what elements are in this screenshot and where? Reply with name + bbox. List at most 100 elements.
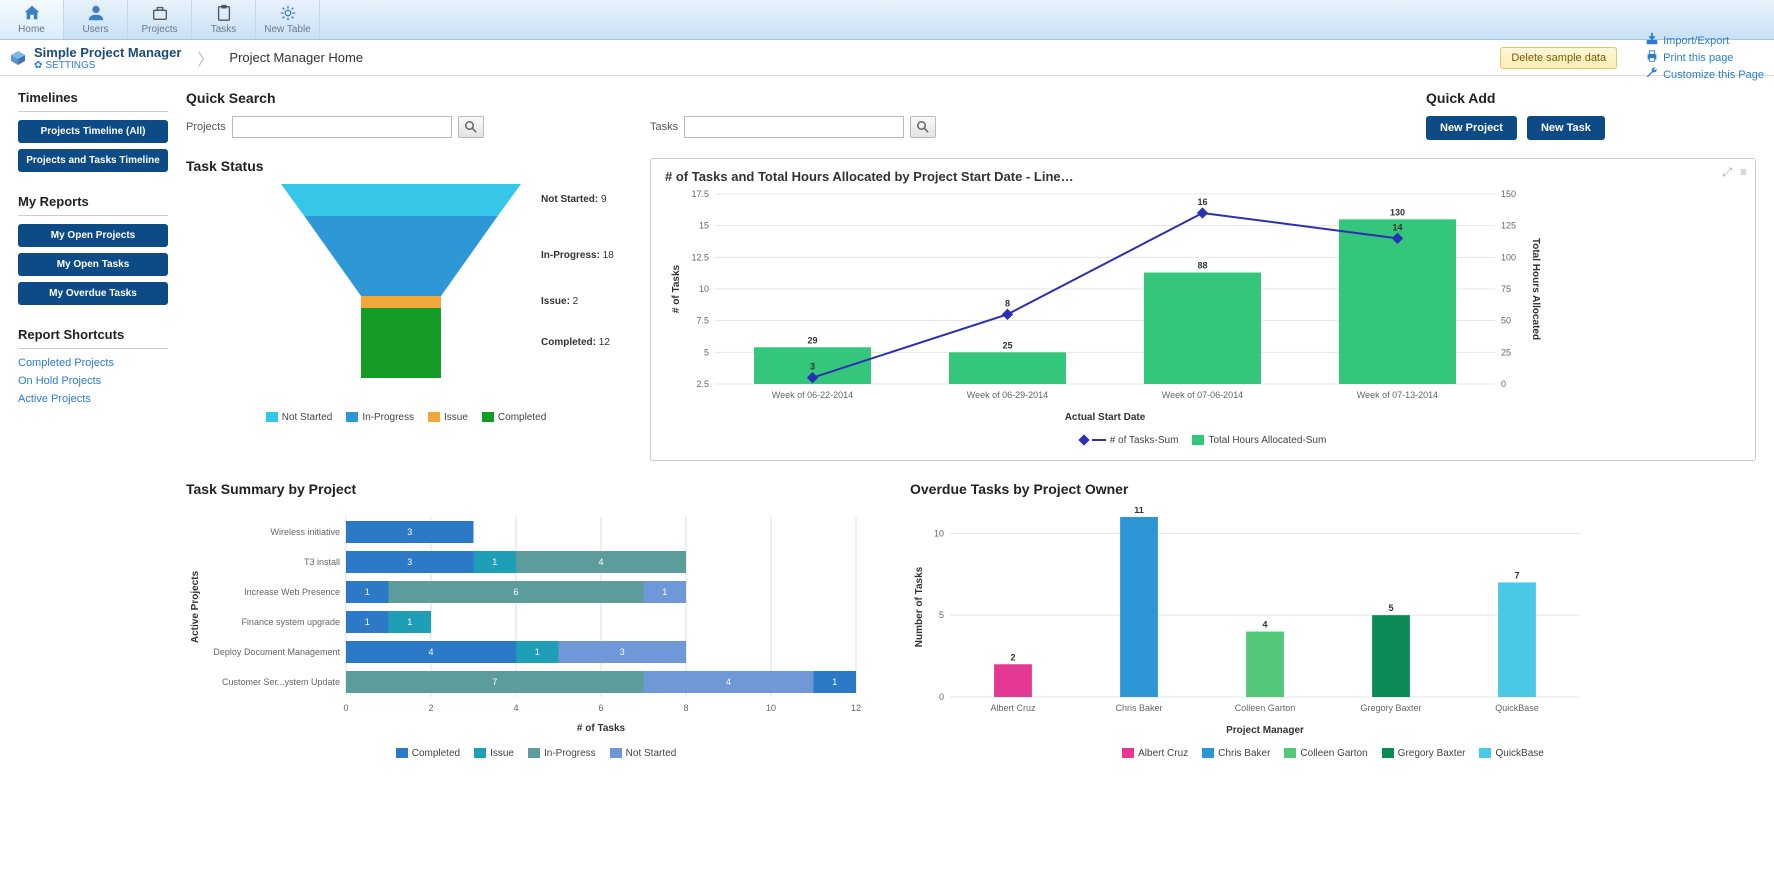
sidebar-my-overdue-tasks[interactable]: My Overdue Tasks — [18, 282, 168, 305]
funnel-legend: Not StartedIn-ProgressIssueCompleted — [186, 412, 626, 423]
tasks-search-button[interactable] — [910, 116, 936, 138]
svg-text:QuickBase: QuickBase — [1495, 703, 1539, 713]
page-title: Project Manager Home — [229, 50, 363, 65]
svg-text:3: 3 — [407, 527, 412, 537]
funnel-label: Issue: 2 — [541, 296, 578, 307]
breadcrumb-bar: Simple Project Manager ✿SETTINGS 〉 Proje… — [0, 40, 1774, 76]
overdue-chart-svg: 05102Albert Cruz11Chris Baker4Colleen Ga… — [910, 507, 1590, 737]
clipboard-icon — [215, 4, 233, 22]
funnel-label: In-Progress: 18 — [541, 250, 614, 261]
toolbar-tasks[interactable]: Tasks — [192, 0, 256, 39]
combo-legend: # of Tasks-SumTotal Hours Allocated-Sum — [665, 435, 1741, 446]
import-icon — [1645, 32, 1659, 49]
svg-text:2: 2 — [428, 703, 433, 713]
svg-text:12: 12 — [851, 703, 861, 713]
svg-text:Week of 07-13-2014: Week of 07-13-2014 — [1357, 390, 1438, 400]
sidebar-shortcuts-title: Report Shortcuts — [18, 327, 168, 349]
svg-text:3: 3 — [810, 362, 815, 372]
stacked-title: Task Summary by Project — [186, 481, 886, 497]
svg-text:Number of Tasks: Number of Tasks — [914, 566, 925, 647]
svg-text:Chris Baker: Chris Baker — [1115, 703, 1162, 713]
svg-text:10: 10 — [934, 528, 944, 538]
svg-text:4: 4 — [513, 703, 518, 713]
menu-icon[interactable]: ≡ — [1740, 165, 1747, 180]
toolbar-home[interactable]: Home — [0, 0, 64, 39]
gear-icon — [279, 4, 297, 22]
combo-chart-svg: 2.557.51012.51517.5025507510012515029258… — [665, 184, 1545, 424]
crumb-link-import-export[interactable]: Import/Export — [1645, 32, 1764, 49]
svg-text:16: 16 — [1197, 197, 1207, 207]
toolbar-new-table[interactable]: New Table — [256, 0, 320, 39]
crumb-link-print-this-page[interactable]: Print this page — [1645, 49, 1764, 66]
briefcase-icon — [151, 4, 169, 22]
svg-text:8: 8 — [683, 703, 688, 713]
breadcrumb-separator: 〉 — [197, 46, 213, 70]
svg-text:0: 0 — [343, 703, 348, 713]
sidebar-on-hold-projects[interactable]: On Hold Projects — [18, 375, 168, 387]
svg-text:Colleen Garton: Colleen Garton — [1235, 703, 1296, 713]
sidebar-completed-projects[interactable]: Completed Projects — [18, 357, 168, 369]
svg-text:3: 3 — [620, 647, 625, 657]
svg-text:130: 130 — [1390, 207, 1405, 217]
expand-icon[interactable]: ⤢ — [1722, 165, 1732, 180]
svg-text:25: 25 — [1002, 340, 1012, 350]
svg-text:50: 50 — [1501, 316, 1511, 326]
svg-text:Deploy Document Management: Deploy Document Management — [213, 647, 340, 657]
svg-text:10: 10 — [699, 284, 709, 294]
svg-text:0: 0 — [1501, 379, 1506, 389]
sidebar-my-open-projects[interactable]: My Open Projects — [18, 224, 168, 247]
svg-text:7: 7 — [1514, 570, 1519, 580]
svg-text:Active Projects: Active Projects — [190, 570, 201, 643]
svg-text:150: 150 — [1501, 189, 1516, 199]
sidebar-my-open-tasks[interactable]: My Open Tasks — [18, 253, 168, 276]
funnel-title: Task Status — [186, 158, 626, 174]
svg-text:# of Tasks: # of Tasks — [671, 264, 682, 313]
crumb-link-customize-this-page[interactable]: Customize this Page — [1645, 66, 1764, 83]
svg-text:5: 5 — [939, 610, 944, 620]
wrench-icon — [1645, 66, 1659, 83]
svg-text:75: 75 — [1501, 284, 1511, 294]
svg-text:T3 install: T3 install — [304, 557, 340, 567]
sidebar-reports-title: My Reports — [18, 194, 168, 216]
tasks-search-label: Tasks — [650, 121, 678, 133]
svg-text:6: 6 — [598, 703, 603, 713]
new-project-button[interactable]: New Project — [1426, 116, 1517, 140]
svg-text:11: 11 — [1134, 507, 1144, 515]
toolbar-users[interactable]: Users — [64, 0, 128, 39]
svg-text:1: 1 — [535, 647, 540, 657]
user-icon — [87, 4, 105, 22]
toolbar-projects[interactable]: Projects — [128, 0, 192, 39]
svg-text:Wireless initiative: Wireless initiative — [270, 527, 340, 537]
projects-search-button[interactable] — [458, 116, 484, 138]
settings-link[interactable]: ✿SETTINGS — [34, 60, 181, 71]
sidebar-active-projects[interactable]: Active Projects — [18, 393, 168, 405]
projects-search-input[interactable] — [232, 116, 452, 138]
svg-text:Week of 06-29-2014: Week of 06-29-2014 — [967, 390, 1048, 400]
overdue-legend: Albert CruzChris BakerColleen GartonGreg… — [910, 748, 1756, 759]
svg-text:10: 10 — [766, 703, 776, 713]
svg-text:Project Manager: Project Manager — [1226, 725, 1304, 736]
new-task-button[interactable]: New Task — [1527, 116, 1605, 140]
svg-text:Albert Cruz: Albert Cruz — [990, 703, 1036, 713]
svg-text:4: 4 — [1262, 620, 1267, 630]
svg-text:7: 7 — [492, 677, 497, 687]
svg-text:88: 88 — [1197, 261, 1207, 271]
quick-add-title: Quick Add — [1426, 90, 1756, 106]
svg-text:5: 5 — [704, 347, 709, 357]
svg-text:1: 1 — [365, 587, 370, 597]
app-cube-icon — [10, 50, 26, 66]
sidebar-projects-and-tasks-timeline[interactable]: Projects and Tasks Timeline — [18, 149, 168, 172]
projects-search-label: Projects — [186, 121, 226, 133]
delete-sample-data-button[interactable]: Delete sample data — [1500, 47, 1617, 69]
app-title-link[interactable]: Simple Project Manager — [34, 45, 181, 60]
svg-text:1: 1 — [365, 617, 370, 627]
svg-text:15: 15 — [699, 221, 709, 231]
svg-text:1: 1 — [832, 677, 837, 687]
svg-text:Gregory Baxter: Gregory Baxter — [1360, 703, 1421, 713]
svg-text:Total Hours Allocated: Total Hours Allocated — [1530, 238, 1541, 340]
sidebar-projects-timeline-all-[interactable]: Projects Timeline (All) — [18, 120, 168, 143]
svg-text:Actual Start Date: Actual Start Date — [1065, 412, 1146, 423]
svg-text:4: 4 — [428, 647, 433, 657]
tasks-search-input[interactable] — [684, 116, 904, 138]
svg-text:5: 5 — [1388, 603, 1393, 613]
